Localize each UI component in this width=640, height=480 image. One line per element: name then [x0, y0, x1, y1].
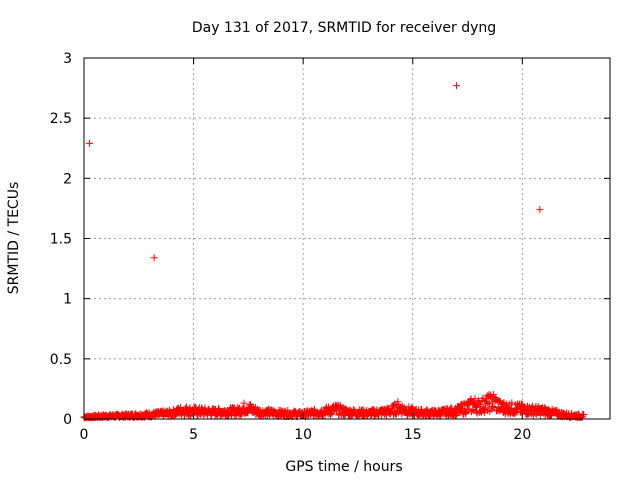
- data-point: [240, 399, 248, 407]
- x-tick-label: 20: [513, 427, 531, 443]
- data-point: [489, 403, 497, 411]
- data-point: [503, 403, 511, 411]
- data-point: [477, 400, 485, 408]
- data-point: [523, 410, 531, 418]
- data-point: [453, 82, 461, 90]
- data-point: [453, 410, 461, 418]
- y-tick-label: 1: [63, 292, 72, 308]
- x-tick-label: 10: [294, 427, 312, 443]
- data-points: [80, 82, 588, 422]
- y-tick-label: 3: [63, 51, 72, 67]
- y-tick-label: 0: [63, 412, 72, 428]
- x-tick-label: 0: [80, 427, 89, 443]
- data-point: [471, 395, 479, 403]
- data-point: [150, 254, 158, 262]
- x-axis-label: GPS time / hours: [285, 459, 402, 475]
- y-tick-label: 2: [63, 171, 72, 187]
- axis-ticks: [83, 57, 610, 420]
- data-point: [580, 411, 588, 419]
- y-tick-label: 2.5: [50, 111, 72, 127]
- data-point: [85, 139, 93, 147]
- x-tick-label: 5: [189, 427, 198, 443]
- y-tick-label: 1.5: [50, 232, 72, 248]
- tick-labels: 0 5 10 15 20 0 0.5 1 1.5 2 2.5 3: [50, 51, 532, 443]
- x-tick-label: 15: [404, 427, 422, 443]
- y-tick-label: 0.5: [50, 352, 72, 368]
- data-point: [508, 399, 516, 407]
- y-axis-label: SRMTID / TECUs: [6, 182, 22, 295]
- data-point: [536, 206, 544, 214]
- plot-frame: [83, 57, 611, 420]
- data-point: [464, 405, 472, 413]
- grid-lines: [84, 58, 610, 419]
- data-point: [311, 405, 319, 413]
- chart-title: Day 131 of 2017, SRMTID for receiver dyn…: [192, 20, 496, 36]
